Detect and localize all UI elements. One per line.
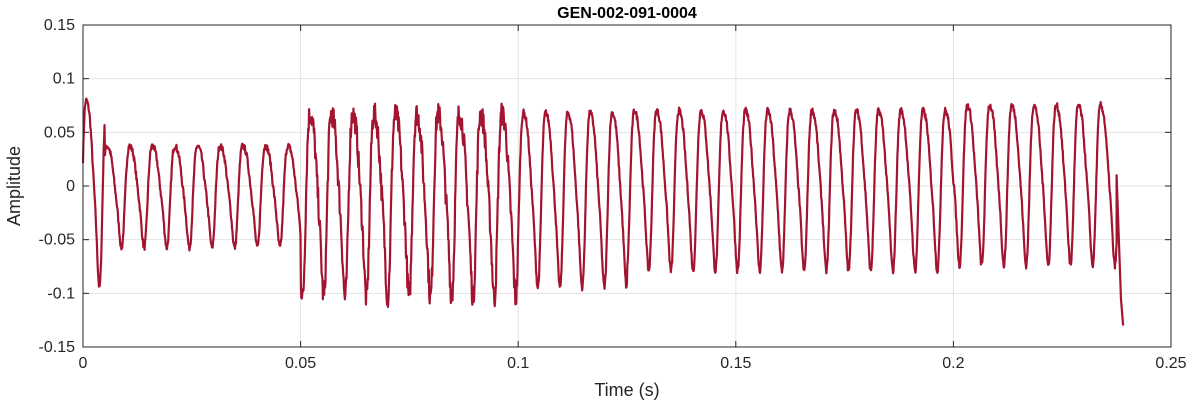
x-axis-ticks: 0 0.05 0.1 0.15 0.2 0.25 [79,25,1187,372]
y-tick-label: -0.05 [39,232,76,249]
x-tick-label: 0.15 [720,355,751,372]
y-axis-ticks: -0.15 -0.1 -0.05 0 0.05 0.1 0.15 [39,17,1171,356]
x-axis-label: Time (s) [594,380,659,400]
x-tick-label: 0.1 [507,355,529,372]
x-tick-label: 0 [79,355,88,372]
y-tick-label: -0.1 [47,285,75,302]
x-tick-label: 0.25 [1155,355,1186,372]
y-tick-label: 0 [66,178,75,195]
signal-line [81,97,1125,326]
x-tick-label: 0.2 [942,355,964,372]
y-tick-label: 0.05 [44,124,75,141]
y-tick-label: 0.15 [44,17,75,34]
y-tick-label: -0.15 [39,339,76,356]
y-axis-label: Amplitude [4,146,24,226]
x-tick-label: 0.05 [285,355,316,372]
chart-title: GEN-002-091-0004 [557,5,697,22]
y-tick-label: 0.1 [53,71,75,88]
